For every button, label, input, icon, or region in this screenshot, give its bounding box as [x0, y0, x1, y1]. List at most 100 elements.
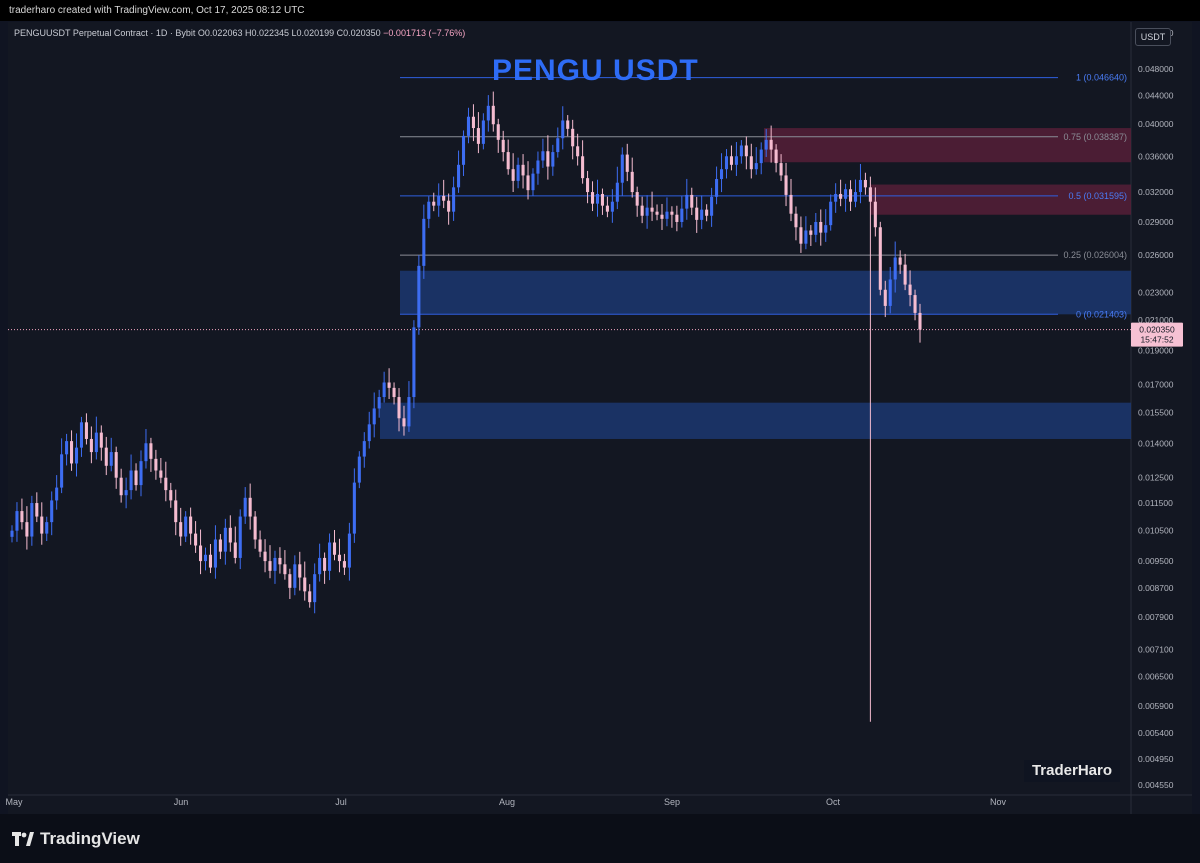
candle-body — [705, 209, 709, 216]
candle-body — [129, 470, 133, 491]
price-tick-label: 0.011500 — [1138, 498, 1173, 508]
price-tick-label: 0.044000 — [1138, 90, 1174, 100]
price-tick-label: 0.005400 — [1138, 728, 1174, 738]
candle-body — [710, 196, 714, 216]
candle-body — [104, 447, 108, 466]
candle-body — [645, 207, 649, 216]
tradingview-logo-icon — [12, 832, 34, 846]
candle-body — [774, 149, 778, 164]
candle-body — [635, 192, 639, 206]
price-tick-label: 0.014000 — [1138, 438, 1174, 448]
candle-body — [318, 557, 322, 575]
candle-body — [729, 156, 733, 165]
candle-body — [685, 194, 689, 209]
author-watermark: TraderHaro — [1024, 760, 1120, 782]
candle-body — [323, 557, 327, 571]
bar-countdown: 15:47:52 — [1140, 335, 1173, 345]
price-tick-label: 0.004950 — [1138, 754, 1174, 764]
candle-body — [551, 152, 555, 167]
candle-body — [55, 487, 59, 501]
candle-body — [60, 454, 64, 488]
candle-body — [888, 279, 892, 306]
candle-body — [402, 418, 406, 427]
candle-body — [10, 530, 14, 537]
candle-body — [610, 201, 614, 212]
candle-body — [65, 441, 69, 455]
candle-body — [367, 424, 371, 442]
candle-body — [506, 152, 510, 170]
candle-body — [531, 173, 535, 191]
candle-body — [561, 120, 565, 139]
candle-body — [501, 139, 505, 153]
currency-button[interactable]: USDT — [1135, 28, 1171, 46]
candle-body — [189, 516, 193, 534]
candle-body — [863, 179, 867, 188]
open-value: O0.022063 — [197, 28, 243, 38]
candle-body — [779, 163, 783, 176]
candle-body — [218, 539, 222, 552]
price-tick-label: 0.026000 — [1138, 250, 1174, 260]
high-value: H0.022345 — [244, 28, 290, 38]
candle-body — [858, 179, 862, 193]
candle-body — [590, 192, 595, 204]
price-tick-label: 0.040000 — [1138, 119, 1174, 129]
chart-annotation-title: PENGU USDT — [492, 54, 699, 87]
price-tick-label: 0.004550 — [1138, 780, 1174, 790]
candle-body — [715, 179, 719, 197]
candle-body — [848, 189, 853, 202]
tradingview-brand-text: TradingView — [40, 829, 140, 848]
candle-body — [437, 195, 441, 206]
candle-body — [213, 539, 217, 568]
symbol-label: PENGUUSDT Perpetual Contract · 1D · Bybi… — [14, 28, 196, 38]
time-tick-label: May — [5, 797, 23, 807]
candle-body — [804, 230, 808, 244]
candle-body — [675, 214, 679, 222]
candle-body — [417, 265, 421, 328]
candle-body — [571, 128, 575, 147]
candle-body — [650, 207, 654, 212]
supply-zone-0 — [764, 128, 1131, 163]
candle-body — [84, 422, 88, 439]
candle-body — [243, 497, 247, 517]
candle-body — [422, 218, 426, 266]
candle-body — [680, 208, 684, 222]
price-tick-label: 0.029000 — [1138, 217, 1174, 227]
candle-body — [600, 193, 604, 206]
price-tick-label: 0.019000 — [1138, 345, 1174, 355]
candle-body — [154, 458, 158, 471]
candle-body — [586, 178, 590, 193]
candle-body — [660, 214, 664, 219]
candle-body — [625, 154, 629, 172]
price-tick-label: 0.009500 — [1138, 556, 1174, 566]
last-price-value: 0.020350 — [1139, 325, 1175, 335]
low-value: L0.020199 — [291, 28, 335, 38]
candle-body — [263, 551, 267, 562]
candle-body — [442, 195, 446, 201]
candle-body — [139, 461, 143, 486]
candle-body — [526, 175, 530, 191]
candle-body — [893, 257, 897, 280]
candle-body — [878, 227, 882, 290]
candle-body — [734, 156, 738, 165]
candle-body — [784, 175, 788, 195]
candle-body — [789, 194, 793, 214]
candle-body — [194, 533, 198, 546]
tradingview-logo[interactable]: TradingView — [12, 829, 140, 849]
candle-body — [278, 557, 282, 565]
candle-body — [819, 221, 823, 233]
change-value: −0.001713 (−7.76%) — [383, 28, 466, 38]
candle-body — [144, 443, 148, 462]
candle-body — [655, 211, 659, 215]
candle-body — [695, 207, 699, 220]
candle-body — [25, 522, 29, 537]
candle-body — [15, 511, 19, 531]
candle-body — [149, 443, 153, 459]
supply-zone-1 — [870, 184, 1131, 215]
candle-body — [179, 522, 183, 537]
credit-bar: traderharo created with TradingView.com,… — [0, 0, 1200, 21]
candle-body — [124, 490, 128, 496]
candle-body — [114, 452, 118, 478]
candle-body — [556, 138, 560, 153]
candle-body — [293, 564, 297, 588]
